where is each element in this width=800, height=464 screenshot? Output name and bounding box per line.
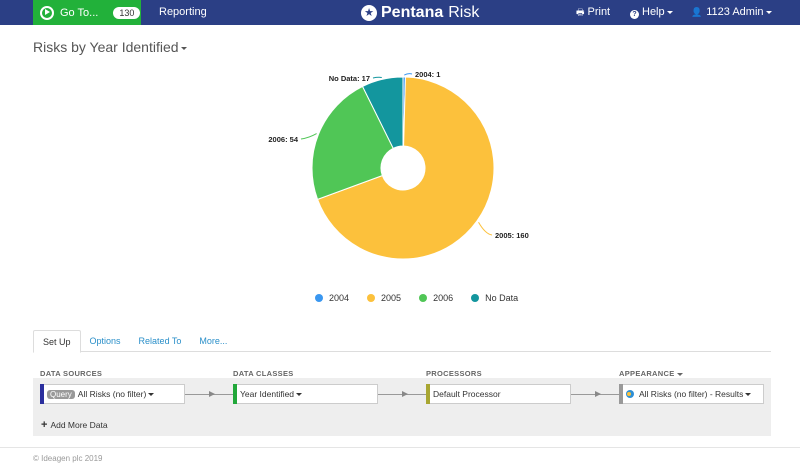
pie-chart: 2004: 1 2005: 160 2006: 54 No Data: 17	[0, 60, 800, 310]
query-badge: Query	[47, 390, 75, 399]
pie-chart-icon	[626, 390, 634, 398]
legend-item-no-data[interactable]: No Data	[471, 293, 518, 303]
chevron-down-icon	[296, 393, 303, 397]
brand-name: Pentana	[381, 3, 444, 21]
source-color-bar	[40, 384, 44, 404]
plus-icon: +	[41, 419, 48, 431]
flow-arrow	[378, 391, 426, 397]
play-icon	[40, 5, 54, 20]
label-connector	[372, 76, 382, 79]
pie-slice-2006[interactable]	[311, 85, 394, 201]
data-classes-header: DATA CLASSES	[233, 369, 294, 378]
reporting-link[interactable]: Reporting	[159, 6, 207, 18]
product-name: Risk	[448, 3, 480, 21]
data-pipeline: Query All Risks (no filter) Year Identifi…	[33, 378, 771, 436]
legend-dot-icon	[315, 294, 323, 302]
goto-label: Go To...	[60, 6, 99, 19]
legend-label: 2006	[433, 293, 454, 303]
legend-item-2006[interactable]: 2006	[419, 293, 453, 303]
label-connector	[478, 222, 493, 236]
flow-arrow	[185, 391, 233, 397]
pie-slice-2005[interactable]	[316, 76, 495, 260]
appearance-header-label: APPEARANCE	[619, 369, 675, 378]
print-button[interactable]: 🖶 Print	[576, 0, 610, 25]
tab-set-up[interactable]: Set Up	[33, 330, 81, 353]
appearance-color-bar	[619, 384, 623, 404]
user-menu[interactable]: 👤 1123 Admin	[691, 0, 772, 25]
legend-label: No Data	[485, 293, 519, 303]
label-connector	[404, 73, 413, 76]
flow-arrow	[571, 391, 619, 397]
goto-count-badge: 130	[113, 6, 141, 19]
help-menu[interactable]: ? Help	[630, 0, 673, 25]
footer: © Ideagen plc 2019	[0, 447, 800, 464]
data-source-label: All Risks (no filter)	[77, 389, 147, 399]
tab-options[interactable]: Options	[89, 336, 121, 346]
chart-legend: 2004 2005 2006 No Data	[315, 293, 536, 303]
star-logo-icon: ★	[361, 4, 377, 21]
processor-color-bar	[426, 384, 430, 404]
tab-more[interactable]: More...	[199, 336, 228, 346]
legend-item-2005[interactable]: 2005	[367, 293, 401, 303]
chevron-down-icon	[180, 46, 187, 50]
chevron-down-icon	[745, 393, 752, 397]
legend-label: 2004	[329, 293, 350, 303]
help-label: Help	[642, 6, 665, 18]
class-color-bar	[233, 384, 237, 404]
top-navbar: Go To... 130 Reporting ★ Pentana Risk 🖶 P…	[0, 0, 800, 25]
data-class-box[interactable]: Year Identified	[233, 384, 378, 404]
pie-chart-svg: 2004: 1 2005: 160 2006: 54 No Data: 17	[268, 70, 529, 260]
data-label: 2004: 1	[415, 70, 440, 79]
question-icon: ?	[630, 10, 639, 19]
processors-header: PROCESSORS	[426, 369, 482, 378]
data-label: 2005: 160	[495, 231, 529, 240]
processor-label: Default Processor	[433, 389, 501, 399]
legend-dot-icon	[471, 294, 480, 302]
legend-label: 2005	[381, 293, 402, 303]
tab-related-to[interactable]: Related To	[138, 336, 182, 346]
label-connector	[300, 133, 317, 140]
goto-button[interactable]: Go To... 130	[33, 0, 141, 25]
copyright-text: © Ideagen plc 2019	[33, 454, 103, 463]
print-label: Print	[587, 6, 611, 18]
pie-slice-no-data[interactable]	[361, 76, 404, 149]
appearance-label: All Risks (no filter) - Results	[639, 389, 744, 399]
add-more-label: Add More Data	[50, 420, 108, 430]
appearance-box[interactable]: All Risks (no filter) - Results	[619, 384, 764, 404]
chevron-down-icon	[676, 372, 683, 376]
appearance-header[interactable]: APPEARANCE	[619, 369, 683, 378]
legend-dot-icon	[367, 294, 376, 302]
page-title[interactable]: Risks by Year Identified	[33, 39, 187, 55]
setup-tabs: Set Up Options Related To More...	[33, 330, 771, 353]
page-title-text: Risks by Year Identified	[33, 39, 179, 55]
data-source-box[interactable]: Query All Risks (no filter)	[40, 384, 185, 404]
user-label: 1123 Admin	[706, 6, 764, 18]
data-label: 2006: 54	[268, 135, 298, 144]
user-icon: 👤	[691, 7, 703, 17]
app-logo[interactable]: ★ Pentana Risk	[361, 0, 479, 25]
add-more-data-button[interactable]: + Add More Data	[41, 419, 108, 431]
legend-dot-icon	[419, 294, 428, 302]
legend-item-2004[interactable]: 2004	[315, 293, 349, 303]
chevron-down-icon	[666, 10, 673, 14]
data-label: No Data: 17	[329, 74, 370, 83]
processor-box[interactable]: Default Processor	[426, 384, 571, 404]
chevron-down-icon	[765, 10, 772, 14]
data-sources-header: DATA SOURCES	[40, 369, 103, 378]
printer-icon: 🖶	[576, 7, 585, 17]
data-class-label: Year Identified	[240, 389, 295, 399]
chevron-down-icon	[148, 393, 155, 397]
